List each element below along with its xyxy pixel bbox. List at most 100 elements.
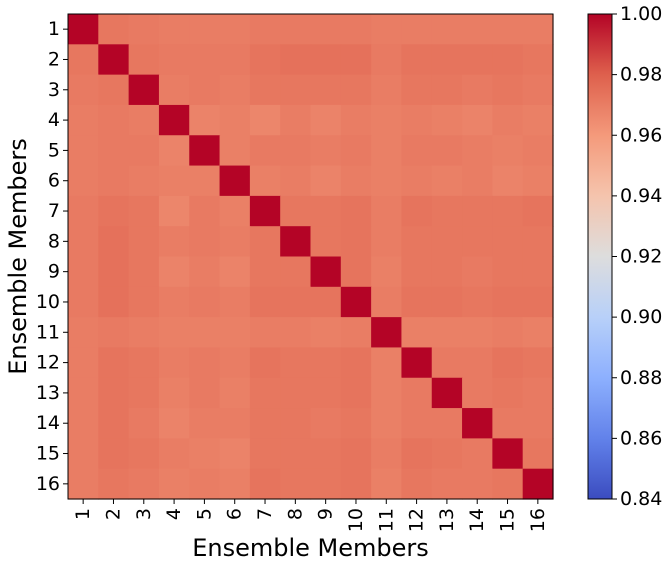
heatmap-cell-16-2 (98, 468, 130, 500)
heatmap-cell-6-13 (431, 165, 463, 197)
heatmap-cell-8-9 (310, 226, 342, 258)
heatmap-cell-2-14 (462, 44, 493, 76)
heatmap-cell-16-10 (340, 468, 372, 500)
heatmap-cell-8-3 (128, 226, 160, 258)
heatmap-cell-8-14 (462, 226, 493, 258)
heatmap-cell-1-7 (249, 14, 281, 45)
heatmap-cell-12-13 (431, 347, 463, 379)
x-tick-label: 4 (163, 508, 185, 520)
heatmap-cell-16-15 (492, 468, 524, 500)
heatmap-cell-4-6 (219, 104, 251, 136)
colorbar-tick-label: 0.94 (620, 185, 662, 207)
heatmap-cell-16-7 (249, 468, 281, 500)
heatmap-cell-14-6 (219, 408, 251, 439)
heatmap-cell-6-8 (280, 165, 312, 197)
heatmap-cell-6-7 (249, 165, 281, 197)
heatmap-cell-4-16 (522, 104, 554, 136)
heatmap-cell-10-1 (68, 286, 99, 318)
heatmap-cell-15-16 (522, 438, 554, 470)
heatmap-cell-6-3 (128, 165, 160, 197)
heatmap-cell-2-8 (280, 44, 312, 76)
heatmap-cell-14-1 (68, 408, 99, 439)
heatmap-cell-1-10 (340, 14, 372, 45)
heatmap-cell-14-16 (522, 408, 554, 439)
heatmap-cell-9-5 (189, 256, 221, 288)
heatmap-cell-13-6 (219, 377, 251, 409)
heatmap-cell-11-5 (189, 317, 221, 349)
colorbar-tick-label: 0.84 (620, 488, 662, 510)
heatmap-cell-10-10 (340, 286, 372, 318)
y-tick-label: 15 (36, 443, 60, 465)
heatmap-cell-1-1 (68, 14, 99, 45)
heatmap-cell-14-10 (340, 408, 372, 439)
heatmap-cell-9-12 (401, 256, 433, 288)
heatmap-cell-15-5 (189, 438, 221, 470)
heatmap-cell-7-11 (371, 195, 403, 227)
y-tick-label: 7 (48, 200, 60, 222)
heatmap-cell-4-12 (401, 104, 433, 136)
heatmap-cell-14-7 (249, 408, 281, 439)
heatmap-cell-4-9 (310, 104, 342, 136)
heatmap-cell-4-14 (462, 104, 493, 136)
heatmap-cell-5-13 (431, 135, 463, 167)
heatmap-cell-13-7 (249, 377, 281, 409)
heatmap-cell-8-4 (158, 226, 190, 258)
heatmap-cell-10-4 (158, 286, 190, 318)
heatmap-cell-9-2 (98, 256, 130, 288)
heatmap-cell-3-16 (522, 74, 554, 106)
heatmap-cell-16-1 (68, 468, 99, 500)
heatmap-cell-5-5 (189, 135, 221, 167)
heatmap-cell-13-15 (492, 377, 524, 409)
heatmap-cell-8-11 (371, 226, 403, 258)
heatmap-cell-7-2 (98, 195, 130, 227)
heatmap-cell-5-7 (249, 135, 281, 167)
heatmap-cell-9-16 (522, 256, 554, 288)
heatmap-cell-9-9 (310, 256, 342, 288)
heatmap-cell-7-9 (310, 195, 342, 227)
heatmap-cell-2-5 (189, 44, 221, 76)
heatmap-cell-3-1 (68, 74, 99, 106)
heatmap-cell-5-14 (462, 135, 493, 167)
y-tick-label: 3 (48, 79, 60, 101)
heatmap-cell-11-11 (371, 317, 403, 349)
heatmap-cell-15-11 (371, 438, 403, 470)
heatmap-cell-13-10 (340, 377, 372, 409)
colorbar-tick-label: 1.00 (620, 3, 662, 25)
heatmap-cell-8-1 (68, 226, 99, 258)
y-tick-label: 12 (36, 352, 60, 374)
heatmap-cell-12-4 (158, 347, 190, 379)
heatmap-cell-13-14 (462, 377, 493, 409)
x-tick-label: 12 (406, 508, 428, 532)
colorbar-tick-label: 0.86 (620, 427, 662, 449)
y-tick-label: 2 (48, 48, 60, 70)
heatmap-cell-12-6 (219, 347, 251, 379)
heatmap-cell-12-5 (189, 347, 221, 379)
heatmap-cell-15-3 (128, 438, 160, 470)
heatmap-cell-7-5 (189, 195, 221, 227)
heatmap-cell-2-3 (128, 44, 160, 76)
heatmap-cell-16-13 (431, 468, 463, 500)
heatmap-cell-5-2 (98, 135, 130, 167)
heatmap-cell-2-10 (340, 44, 372, 76)
heatmap-cell-3-12 (401, 74, 433, 106)
heatmap-cell-15-14 (462, 438, 493, 470)
x-tick-label: 5 (193, 508, 215, 520)
heatmap-cell-13-16 (522, 377, 554, 409)
heatmap-cell-7-1 (68, 195, 99, 227)
heatmap-cell-11-3 (128, 317, 160, 349)
y-tick-label: 14 (36, 412, 60, 434)
heatmap-cell-7-3 (128, 195, 160, 227)
heatmap-cell-2-15 (492, 44, 524, 76)
x-tick-label: 2 (102, 508, 124, 520)
heatmap-cell-4-3 (128, 104, 160, 136)
heatmap-cell-11-15 (492, 317, 524, 349)
heatmap-cell-5-15 (492, 135, 524, 167)
heatmap-cell-13-9 (310, 377, 342, 409)
y-tick-label: 16 (36, 473, 60, 495)
heatmap-cell-4-1 (68, 104, 99, 136)
heatmap-cell-3-6 (219, 74, 251, 106)
heatmap-cell-12-16 (522, 347, 554, 379)
heatmap-cell-9-4 (158, 256, 190, 288)
heatmap-cell-6-1 (68, 165, 99, 197)
